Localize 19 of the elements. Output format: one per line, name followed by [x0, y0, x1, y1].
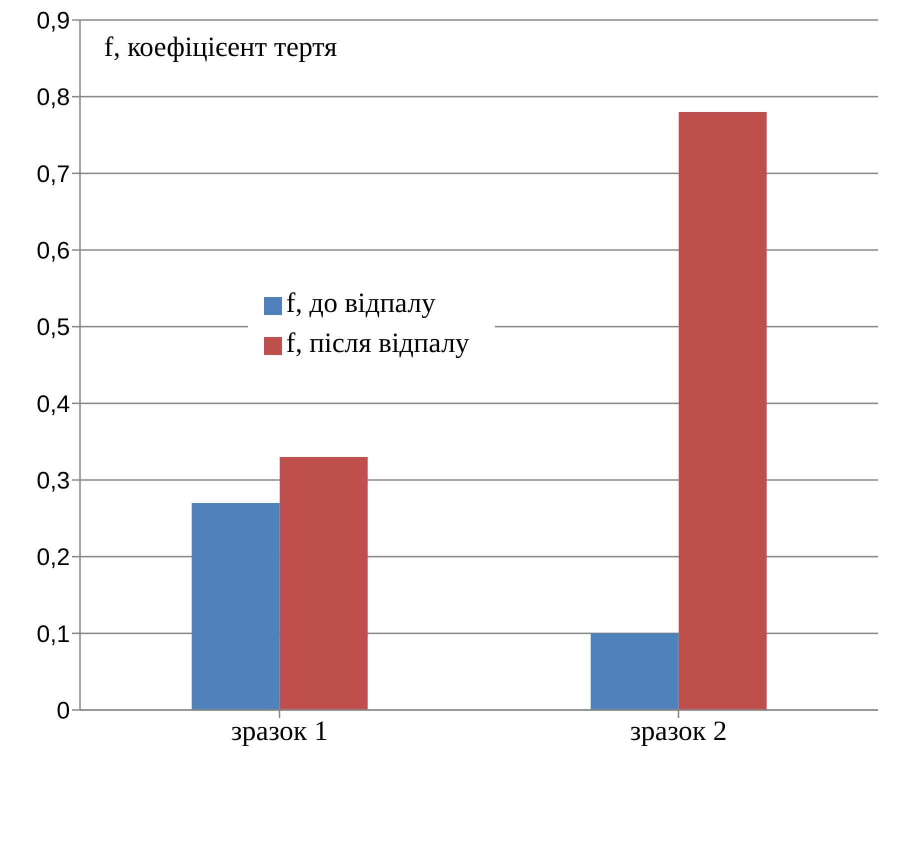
y-tick-label: 0,9: [36, 8, 70, 35]
bar: [678, 112, 767, 710]
y-tick-label: 0,2: [36, 544, 70, 572]
y-axis-title: f, коефіцієент тертя: [104, 32, 338, 64]
y-tick-label: 0,1: [36, 620, 70, 648]
y-tick-label: 0,4: [36, 390, 70, 418]
y-tick-label: 0,8: [36, 84, 70, 112]
bar: [192, 503, 280, 710]
x-tick-label: зразок 2: [630, 716, 727, 747]
legend-label: f, до відпалу: [286, 288, 436, 319]
x-tick-label: зразок 1: [231, 716, 328, 747]
y-tick-label: 0,7: [36, 160, 70, 188]
legend-label: f, після відпалу: [286, 328, 470, 359]
y-tick-label: 0,6: [36, 238, 70, 265]
bar: [280, 457, 368, 710]
y-tick-label: 0: [56, 698, 70, 725]
bar: [590, 633, 679, 710]
y-tick-label: 0,3: [36, 468, 70, 495]
y-tick-label: 0,5: [36, 314, 70, 342]
